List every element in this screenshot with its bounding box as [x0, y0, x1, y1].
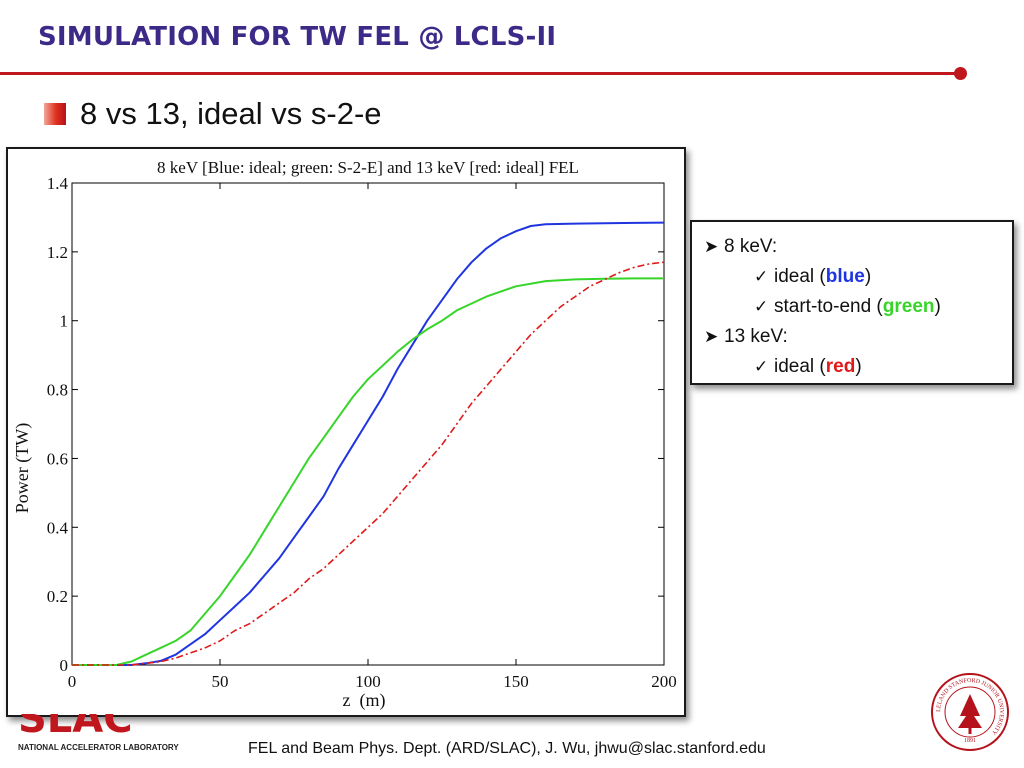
y-tick-label: 0.6 [47, 449, 68, 468]
y-axis-label: Power (TW) [12, 423, 33, 513]
key-group-label: 8 keV: [724, 236, 778, 257]
y-tick-label: 1.4 [47, 174, 69, 193]
title-divider [0, 72, 960, 75]
check-icon: ✓ [754, 357, 769, 376]
key-item-13kev-ideal: ✓ ideal (red) [704, 352, 1012, 382]
x-tick-label: 150 [503, 672, 529, 691]
key-item-suffix: ) [864, 266, 872, 287]
y-tick-label: 1 [60, 312, 69, 331]
series-layer [72, 221, 665, 666]
footer-credit: FEL and Beam Phys. Dept. (ARD/SLAC), J. … [248, 740, 766, 757]
series-key-box: ➤ 8 keV: ✓ ideal (blue) ✓ start-to-end (… [690, 220, 1014, 385]
key-item-prefix: ideal ( [774, 356, 826, 377]
arrow-bullet-icon: ➤ [704, 237, 719, 256]
main-bullet-text: 8 vs 13, ideal vs s-2-e [80, 96, 382, 131]
x-tick-label: 0 [68, 672, 77, 691]
check-icon: ✓ [754, 297, 769, 316]
key-item-8kev-s2e: ✓ start-to-end (green) [704, 292, 1012, 322]
key-group-label: 13 keV: [724, 326, 788, 347]
x-tick-label: 200 [651, 672, 677, 691]
y-tick-label: 1.2 [47, 243, 68, 262]
axis-ticks: 0 50 100 150 200 0 0.2 0.4 0.6 0.8 1 1.2 1.4 [47, 174, 677, 691]
title-divider-dot [954, 67, 967, 80]
key-item-suffix: ) [855, 356, 862, 377]
key-item-8kev-ideal: ✓ ideal (blue) [704, 262, 1012, 292]
slide-title: SIMULATION FOR TW FEL @ LCLS-II [38, 22, 557, 52]
x-tick-label: 50 [212, 672, 229, 691]
key-color-word: blue [825, 266, 865, 287]
main-bullet: 8 vs 13, ideal vs s-2-e [44, 96, 382, 132]
key-group-8kev: ➤ 8 keV: [704, 232, 1012, 262]
key-group-13kev: ➤ 13 keV: [704, 322, 1012, 352]
slac-logo: SLAC NATIONAL ACCELERATOR LABORATORY [14, 714, 194, 754]
seal-year: 1891 [964, 738, 976, 744]
series-line-0 [72, 221, 665, 666]
y-tick-label: 0.4 [47, 518, 69, 537]
check-icon: ✓ [754, 267, 769, 286]
slac-logo-subtext: NATIONAL ACCELERATOR LABORATORY [18, 743, 179, 752]
bullet-square-icon [44, 103, 66, 125]
chart-title: 8 keV [Blue: ideal; green: S-2-E] and 13… [157, 158, 579, 177]
key-color-word: red [825, 356, 856, 377]
series-line-1 [72, 277, 664, 666]
stanford-seal-icon: LELAND STANFORD JUNIOR UNIVERSITY 1891 [931, 673, 1009, 751]
y-tick-label: 0 [60, 656, 69, 675]
key-item-prefix: ideal ( [774, 266, 826, 287]
y-tick-label: 0.8 [47, 381, 68, 400]
key-item-suffix: ) [934, 296, 941, 317]
x-axis-label: z (m) [343, 690, 386, 711]
key-color-word: green [882, 296, 935, 317]
plot-area [71, 182, 665, 666]
series-line-2 [72, 261, 665, 666]
chart-figure: 8 keV [Blue: ideal; green: S-2-E] and 13… [6, 147, 686, 717]
key-item-prefix: start-to-end ( [774, 296, 883, 317]
y-tick-label: 0.2 [47, 587, 68, 606]
arrow-bullet-icon: ➤ [704, 327, 719, 346]
line-chart: 8 keV [Blue: ideal; green: S-2-E] and 13… [12, 158, 677, 711]
x-tick-label: 100 [355, 672, 381, 691]
